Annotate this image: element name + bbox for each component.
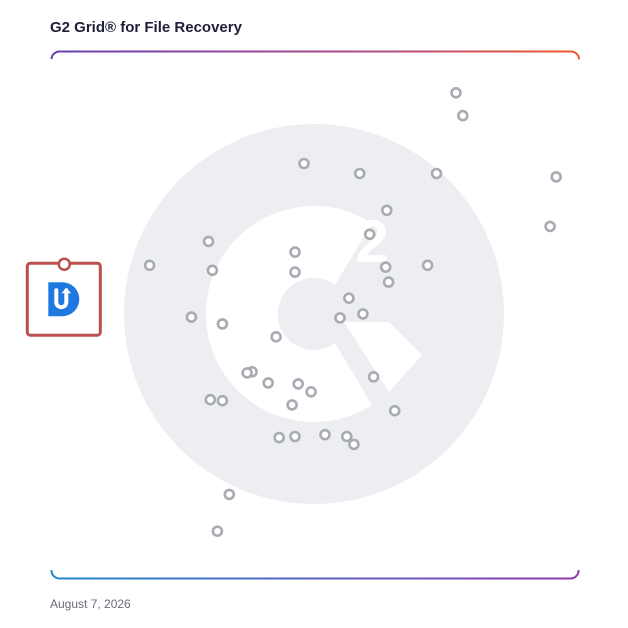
data-point-35[interactable] xyxy=(273,431,286,444)
data-point-34[interactable] xyxy=(319,428,331,441)
data-point-28[interactable] xyxy=(292,378,305,390)
data-point-33[interactable] xyxy=(388,404,401,417)
data-point-1[interactable] xyxy=(450,87,462,99)
data-point-23[interactable] xyxy=(270,330,282,343)
data-point-9[interactable] xyxy=(363,228,376,241)
data-point-22[interactable] xyxy=(216,318,229,330)
data-point-8[interactable] xyxy=(544,220,556,233)
data-point-11[interactable] xyxy=(289,246,301,258)
product-logo-icon xyxy=(48,282,80,317)
data-point-36[interactable] xyxy=(289,430,301,443)
data-point-39[interactable] xyxy=(223,488,236,501)
data-point-6[interactable] xyxy=(550,171,563,183)
data-points xyxy=(143,87,563,538)
data-point-7[interactable] xyxy=(380,204,393,217)
grid-frame xyxy=(50,50,580,580)
data-point-2[interactable] xyxy=(456,109,469,122)
data-point-21[interactable] xyxy=(185,311,198,323)
data-point-30[interactable] xyxy=(204,393,217,406)
data-point-40[interactable] xyxy=(211,525,224,538)
data-point-32[interactable] xyxy=(286,399,298,411)
chart-title: G2 Grid® for File Recovery xyxy=(50,19,242,36)
data-point-25[interactable] xyxy=(241,367,253,379)
data-point-38[interactable] xyxy=(348,438,360,451)
report-date: August 7, 2026 xyxy=(50,597,131,611)
data-point-15[interactable] xyxy=(379,261,392,273)
data-point-19[interactable] xyxy=(357,308,369,320)
data-point-20[interactable] xyxy=(334,312,346,324)
data-point-4[interactable] xyxy=(353,167,366,180)
data-point-16[interactable] xyxy=(421,259,434,272)
data-point-14[interactable] xyxy=(289,266,301,278)
data-point-29[interactable] xyxy=(305,385,317,398)
data-point-3[interactable] xyxy=(298,157,310,170)
data-point-26[interactable] xyxy=(367,370,380,383)
data-point-18[interactable] xyxy=(343,292,355,305)
data-point-12[interactable] xyxy=(143,259,156,272)
data-point-17[interactable] xyxy=(382,276,395,288)
data-point-5[interactable] xyxy=(430,167,443,180)
data-point-27[interactable] xyxy=(262,377,275,389)
data-point-31[interactable] xyxy=(216,394,229,407)
data-point-37[interactable] xyxy=(340,430,353,443)
data-point-13[interactable] xyxy=(206,264,219,277)
highlighted-product-marker[interactable] xyxy=(25,257,102,337)
data-point-10[interactable] xyxy=(202,235,215,248)
